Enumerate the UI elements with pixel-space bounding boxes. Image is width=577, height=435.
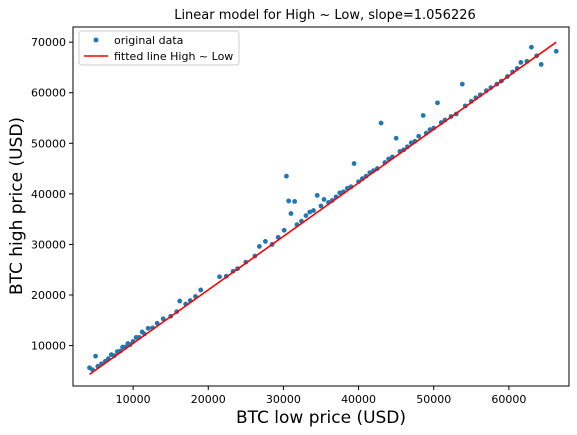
y-tick-label: 50000: [31, 137, 66, 150]
y-axis-ticks: 10000 20000 30000 40000 50000 60000 70000: [31, 36, 73, 353]
data-point: [318, 203, 324, 209]
data-point: [351, 161, 357, 166]
data-point: [553, 48, 559, 54]
data-point: [288, 211, 294, 216]
data-point: [378, 120, 384, 126]
y-tick-label: 60000: [31, 87, 66, 100]
y-tick-label: 30000: [31, 238, 66, 251]
y-tick-label: 70000: [31, 36, 66, 49]
data-point: [538, 62, 544, 67]
data-point: [416, 133, 422, 139]
x-axis-label: BTC low price (USD): [236, 408, 406, 428]
data-point: [459, 81, 465, 87]
y-tick-label: 10000: [31, 340, 66, 353]
y-axis-label: BTC high price (USD): [7, 117, 27, 295]
data-point: [337, 190, 343, 196]
data-point: [529, 44, 534, 50]
data-point: [311, 208, 316, 213]
data-point: [281, 227, 287, 233]
data-point: [321, 197, 327, 202]
fitted-line: [89, 41, 557, 376]
data-point: [303, 213, 309, 219]
fitted-line-group: [89, 41, 557, 376]
data-point: [393, 135, 399, 141]
chart-title: Linear model for High ~ Low, slope=1.056…: [174, 8, 476, 23]
data-point: [198, 287, 204, 293]
legend-box: [78, 30, 240, 66]
data-point: [307, 209, 313, 215]
data-point: [518, 59, 524, 65]
x-tick-label: 20000: [191, 393, 226, 406]
data-point: [286, 198, 292, 204]
x-tick-label: 30000: [266, 393, 301, 406]
legend: original data fitted line High ~ Low: [78, 30, 240, 66]
data-point: [93, 353, 98, 359]
x-tick-label: 50000: [416, 393, 451, 406]
data-point: [292, 199, 298, 204]
y-tick-label: 20000: [31, 289, 66, 302]
plot-area-frame: [72, 26, 570, 387]
data-point: [435, 100, 440, 106]
data-point: [314, 192, 320, 198]
y-tick-label: 40000: [31, 188, 66, 201]
x-tick-label: 10000: [116, 393, 151, 406]
x-tick-label: 60000: [491, 393, 526, 406]
data-point: [217, 274, 222, 280]
x-tick-label: 40000: [341, 393, 376, 406]
legend-marker-original-data: [93, 37, 99, 43]
x-axis-ticks: 10000 20000 30000 40000 50000 60000: [116, 386, 526, 406]
data-point: [160, 316, 166, 322]
data-point: [284, 173, 289, 179]
legend-label-original-data: original data: [114, 34, 183, 47]
data-point: [262, 238, 268, 244]
data-point: [256, 244, 262, 249]
data-point: [177, 298, 183, 304]
data-point: [145, 325, 151, 331]
data-point: [420, 113, 426, 118]
legend-label-fitted-line: fitted line High ~ Low: [114, 50, 233, 63]
